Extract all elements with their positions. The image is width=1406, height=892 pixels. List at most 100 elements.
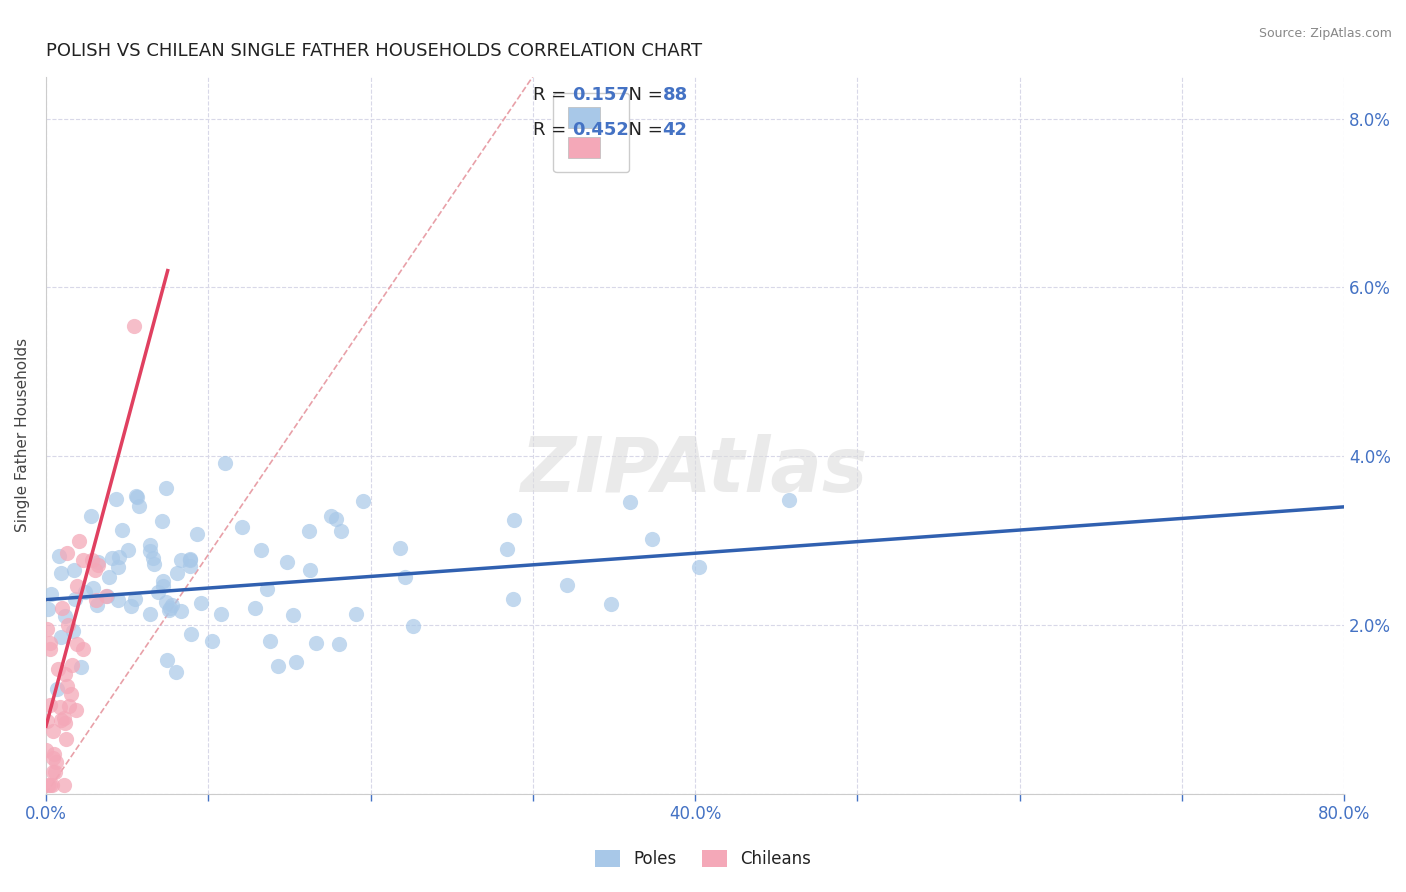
Legend: Poles, Chileans: Poles, Chileans [589, 843, 817, 875]
Point [104, 491, 127, 506]
Point [298, 563, 321, 577]
Point [72, 553, 94, 567]
Point [39, 641, 62, 656]
Point [394, 570, 416, 584]
Text: 88: 88 [662, 86, 688, 103]
Point [44, 764, 66, 779]
Point [170, 552, 193, 566]
Point [96, 590, 118, 604]
Point [38, 778, 60, 792]
Text: Source: ZipAtlas.com: Source: ZipAtlas.com [1258, 27, 1392, 40]
Point [600, 597, 623, 611]
Point [159, 600, 181, 615]
Point [84, 593, 107, 607]
Point [41, 778, 63, 792]
Point [56, 679, 79, 693]
Point [80, 553, 103, 567]
Point [231, 520, 253, 534]
Point [267, 658, 290, 673]
Point [42, 747, 65, 761]
Point [209, 607, 232, 621]
Text: ZIPAtlas: ZIPAtlas [522, 434, 869, 508]
Point [143, 558, 166, 572]
Point [38, 698, 60, 713]
Point [152, 579, 174, 593]
Point [389, 541, 412, 556]
Point [35, 743, 58, 757]
Y-axis label: Single Father Households: Single Father Households [15, 338, 30, 533]
Point [138, 544, 160, 558]
Point [156, 652, 179, 666]
Point [180, 627, 202, 641]
Point [107, 592, 129, 607]
Point [51, 566, 73, 581]
Point [72, 642, 94, 657]
Text: POLISH VS CHILEAN SINGLE FATHER HOUSEHOLDS CORRELATION CHART: POLISH VS CHILEAN SINGLE FATHER HOUSEHOL… [46, 42, 702, 60]
Point [128, 500, 150, 514]
Point [60, 658, 83, 673]
Point [117, 542, 139, 557]
Text: N =: N = [617, 121, 669, 139]
Point [65, 703, 87, 717]
Point [48, 549, 70, 564]
Point [179, 553, 201, 567]
Point [46, 662, 69, 676]
Point [70, 660, 93, 674]
Point [170, 604, 193, 618]
Point [139, 607, 162, 622]
Point [51, 713, 73, 727]
Point [179, 552, 201, 566]
Point [502, 591, 524, 606]
Point [53, 609, 76, 624]
Point [58, 698, 80, 713]
Point [42, 765, 65, 780]
Point [319, 508, 342, 523]
Point [53, 711, 76, 725]
Point [503, 513, 526, 527]
Point [55, 546, 77, 560]
Point [49, 700, 72, 714]
Point [38, 636, 60, 650]
Point [328, 637, 350, 651]
Point [83, 563, 105, 577]
Point [259, 634, 281, 648]
Point [148, 585, 170, 599]
Point [101, 551, 124, 566]
Point [53, 667, 76, 681]
Legend: , : , [554, 93, 628, 172]
Point [125, 490, 148, 504]
Point [42, 724, 65, 739]
Point [35, 622, 58, 636]
Point [66, 579, 89, 593]
Point [402, 618, 425, 632]
Point [344, 607, 367, 621]
Point [108, 549, 131, 564]
Point [329, 524, 352, 538]
Point [283, 607, 305, 622]
Text: N =: N = [617, 86, 669, 103]
Point [120, 599, 142, 614]
Text: R =: R = [533, 86, 572, 103]
Point [125, 489, 148, 503]
Point [190, 596, 212, 610]
Point [49, 630, 72, 644]
Point [67, 534, 90, 549]
Point [39, 587, 62, 601]
Point [62, 563, 84, 577]
Point [51, 601, 73, 615]
Point [87, 558, 110, 573]
Point [152, 574, 174, 588]
Point [150, 514, 173, 528]
Point [688, 560, 710, 574]
Point [87, 555, 110, 569]
Point [256, 582, 278, 596]
Point [186, 527, 208, 541]
Point [155, 481, 177, 495]
Point [641, 533, 664, 547]
Point [496, 541, 519, 556]
Point [139, 538, 162, 552]
Point [124, 591, 146, 606]
Point [94, 589, 117, 603]
Point [298, 524, 321, 538]
Text: 0.157: 0.157 [572, 86, 628, 103]
